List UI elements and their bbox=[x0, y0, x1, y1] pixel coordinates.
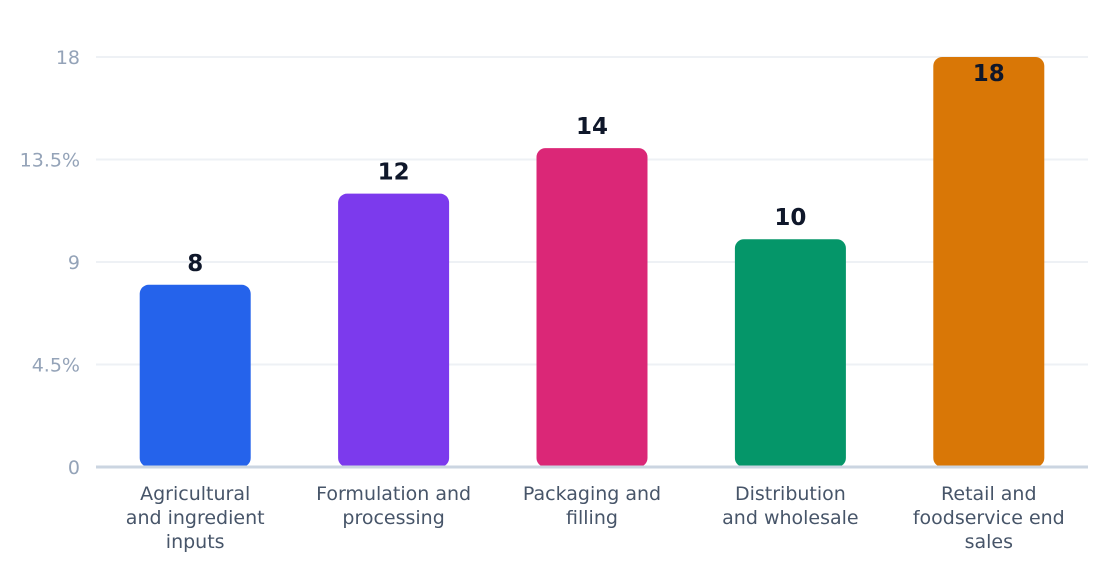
x-tick-label-line: Formulation and bbox=[316, 483, 471, 505]
y-tick-label: 0 bbox=[68, 457, 80, 479]
y-tick-label: 13.5% bbox=[20, 150, 80, 172]
bar-value-label: 12 bbox=[378, 160, 410, 186]
x-axis: Agricultural and ingredient inputs Formulat… bbox=[126, 483, 1065, 553]
value-labels: 8 12 14 10 18 bbox=[187, 61, 1005, 277]
bar bbox=[734, 239, 846, 467]
bar bbox=[933, 57, 1045, 467]
x-tick-label: Distribution and wholesale bbox=[722, 483, 858, 529]
x-tick-label-line: inputs bbox=[166, 531, 225, 553]
x-tick-label-line: Distribution bbox=[735, 483, 846, 505]
bar bbox=[536, 148, 648, 467]
y-axis: 0 4.5% 9 13.5% 18 bbox=[20, 47, 80, 479]
y-tick-label: 4.5% bbox=[32, 355, 80, 377]
x-tick-label-line: and ingredient bbox=[126, 507, 265, 529]
bar-value-label: 14 bbox=[576, 114, 608, 140]
x-tick-label-line: filling bbox=[566, 507, 618, 529]
x-tick-label: Agricultural and ingredient inputs bbox=[126, 483, 265, 553]
bar-value-label: 8 bbox=[187, 251, 203, 277]
x-tick-label-line: foodservice end bbox=[913, 507, 1065, 529]
bar bbox=[139, 284, 251, 467]
bar-value-label: 10 bbox=[774, 205, 806, 231]
x-tick-label-line: Agricultural bbox=[140, 483, 250, 505]
x-tick-label-line: and wholesale bbox=[722, 507, 858, 529]
x-tick-label-line: Packaging and bbox=[523, 483, 661, 505]
x-tick-label: Retail and foodservice end sales bbox=[913, 483, 1065, 553]
x-tick-label-line: sales bbox=[965, 531, 1013, 553]
y-tick-label: 9 bbox=[68, 252, 80, 274]
y-tick-label: 18 bbox=[56, 47, 80, 69]
bar bbox=[338, 193, 450, 467]
bar-value-label: 18 bbox=[973, 61, 1005, 87]
x-tick-label: Packaging and filling bbox=[523, 483, 661, 529]
x-tick-label-line: Retail and bbox=[941, 483, 1036, 505]
x-tick-label-line: processing bbox=[342, 507, 444, 529]
bars bbox=[139, 57, 1045, 467]
x-tick-label: Formulation and processing bbox=[316, 483, 471, 529]
